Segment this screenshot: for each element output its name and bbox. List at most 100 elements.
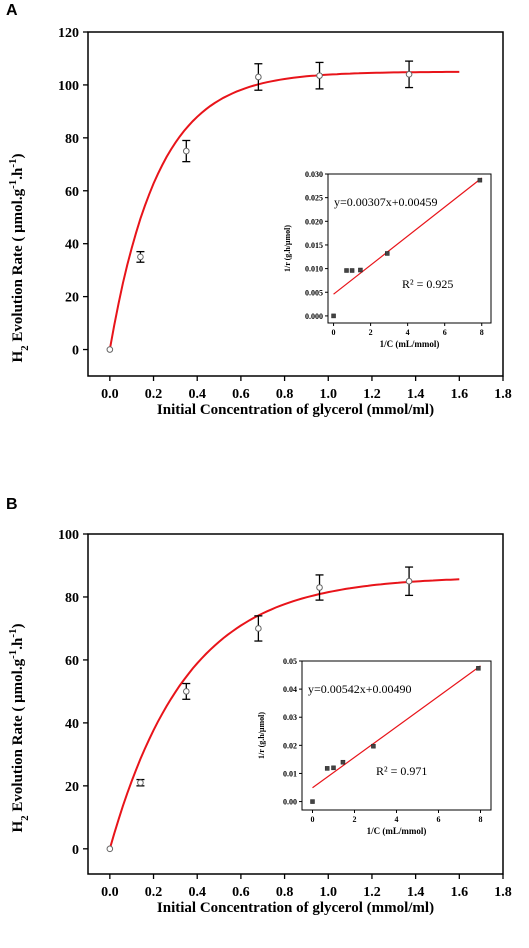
plot-frame <box>87 533 504 875</box>
inset-y-tick-label: 0.03 <box>283 713 297 722</box>
inset-data-point <box>476 666 481 671</box>
y-tick-label: 100 <box>58 79 79 94</box>
inset-data-point <box>331 765 336 771</box>
inset-y-tick-label: 0.030 <box>305 170 323 179</box>
inset-data-point <box>385 251 390 256</box>
fit-curve <box>108 578 460 850</box>
x-tick-label: 0.0 <box>101 885 119 900</box>
inset-fit-line <box>312 665 481 789</box>
x-tick-label: 1.8 <box>494 387 512 402</box>
y-axis-label-a: H2 Evolution Rate ( μmol.g-1.h-1) <box>7 153 31 362</box>
x-tick-label: 0.2 <box>145 885 163 900</box>
inset-x-tick-label: 8 <box>479 815 483 824</box>
panel-letter-a: A <box>6 2 18 19</box>
inset-frame <box>327 173 492 324</box>
y-tick-label: 40 <box>65 238 79 253</box>
data-point <box>137 253 144 261</box>
x-tick-label: 1.0 <box>320 387 338 402</box>
inset-r-squared: R² = 0.925 <box>402 277 453 291</box>
x-tick-label: 1.4 <box>407 885 425 900</box>
inset-y-axis-label: 1/r (g.h/μmol) <box>257 712 266 759</box>
data-point <box>182 147 190 155</box>
x-axis-label: Initial Concentration of glycerol (mmol/… <box>157 402 434 418</box>
x-tick-label: 0.0 <box>101 387 119 402</box>
x-tick-label: 0.2 <box>145 387 163 402</box>
y-tick-label: 0 <box>72 843 79 858</box>
panel-letter-b: B <box>6 496 18 513</box>
inset-y-tick-label: 0.04 <box>283 685 297 694</box>
x-tick-label: 1.0 <box>320 885 338 900</box>
y-tick-label: 80 <box>65 132 79 147</box>
data-point <box>316 72 323 79</box>
inset-y-tick-label: 0.020 <box>305 217 323 226</box>
inset-data-point <box>331 313 336 319</box>
inset-y-tick-label: 0.02 <box>283 741 297 750</box>
inset-fit-line <box>333 177 483 295</box>
inset-y-axis-label: 1/r (g.h/μmol) <box>283 225 292 272</box>
inset-x-tick-label: 0 <box>311 815 315 824</box>
x-tick-label: 1.8 <box>494 885 512 900</box>
x-tick-label: 0.8 <box>276 885 294 900</box>
inset-r-squared: R² = 0.971 <box>376 764 427 778</box>
inset-x-tick-label: 2 <box>369 328 373 337</box>
inset-y-tick-label: 0.000 <box>305 312 323 321</box>
panel-b-chart: H2 Evolution Rate ( μmol.g-1.h-1) 0.0 0.2… <box>7 528 512 916</box>
y-tick-label: 20 <box>65 291 79 306</box>
data-point <box>182 688 190 695</box>
y-tick-label: 60 <box>65 654 79 669</box>
inset-x-tick-label: 6 <box>443 328 447 337</box>
plot-frame <box>87 31 504 377</box>
x-tick-label: 0.8 <box>276 387 294 402</box>
inset-x-tick-label: 4 <box>395 815 399 824</box>
y-tick-label: 40 <box>65 717 79 732</box>
inset-x-tick-label: 6 <box>437 815 441 824</box>
y-tick-label: 120 <box>58 26 79 41</box>
inset-x-tick-label: 2 <box>353 815 357 824</box>
y-tick-label: 80 <box>65 591 79 606</box>
x-tick-label: 1.4 <box>407 387 425 402</box>
inset-equation: y=0.00307x+0.00459 <box>334 195 438 209</box>
inset-y-tick-label: 0.025 <box>305 194 323 203</box>
inset-data-point <box>477 177 483 183</box>
inset-data-point <box>358 267 363 273</box>
inset-data-point <box>349 268 355 273</box>
inset-y-tick-label: 0.01 <box>283 769 297 778</box>
inset-y-tick-label: 0.015 <box>305 241 323 250</box>
data-point <box>316 584 323 591</box>
y-tick-label: 0 <box>72 344 79 359</box>
inset-y-tick-label: 0.05 <box>283 657 297 666</box>
data-point <box>137 779 144 787</box>
y-tick-label: 100 <box>58 528 79 543</box>
x-tick-label: 0.6 <box>232 387 250 402</box>
x-tick-label: 1.6 <box>451 885 469 900</box>
x-tick-label: 0.6 <box>232 885 250 900</box>
inset-x-tick-label: 0 <box>332 328 336 337</box>
fit-curve <box>108 70 460 350</box>
inset-y-tick-label: 0.00 <box>283 798 297 807</box>
inset-x-tick-label: 8 <box>480 328 484 337</box>
x-tick-label: 0.4 <box>188 387 206 402</box>
y-tick-label: 20 <box>65 780 79 795</box>
inset-data-point <box>324 766 330 771</box>
y-axis-label-b: H2 Evolution Rate ( μmol.g-1.h-1) <box>7 623 31 832</box>
data-point <box>255 625 262 632</box>
data-point <box>405 577 413 585</box>
inset-data-point <box>371 743 376 749</box>
data-point <box>106 346 114 353</box>
y-tick-label: 60 <box>65 185 79 200</box>
inset-x-axis-label: 1/C (mL/mmol) <box>367 826 427 836</box>
inset-background <box>276 156 501 359</box>
inset-equation: y=0.00542x+0.00490 <box>308 682 412 696</box>
inset-data-point <box>344 268 349 273</box>
inset-x-tick-label: 4 <box>406 328 410 337</box>
x-tick-label: 1.2 <box>363 387 381 402</box>
data-point <box>106 845 114 853</box>
inset-data-point <box>310 799 315 804</box>
inset-y-tick-label: 0.010 <box>305 265 323 274</box>
inset-y-tick-label: 0.005 <box>305 288 323 297</box>
inset-x-axis-label: 1/C (mL/mmol) <box>380 339 440 349</box>
x-tick-label: 1.6 <box>451 387 469 402</box>
x-tick-label: 1.2 <box>363 885 381 900</box>
inset-data-point <box>340 759 346 765</box>
